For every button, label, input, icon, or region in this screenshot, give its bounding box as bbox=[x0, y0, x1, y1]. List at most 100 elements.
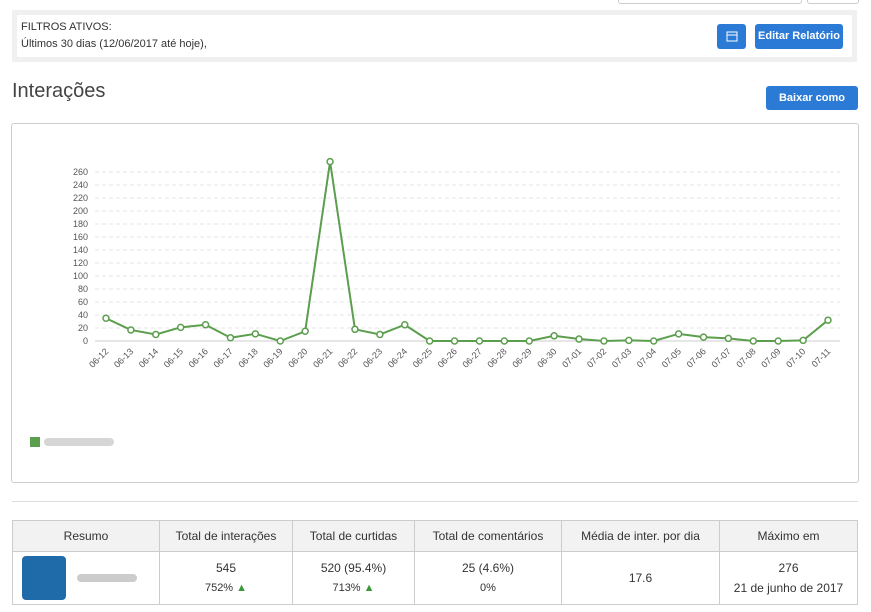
value: 276 bbox=[778, 561, 799, 575]
input[interactable] bbox=[618, 0, 802, 4]
x-tick-label: 07-03 bbox=[610, 346, 633, 369]
legend-swatch bbox=[30, 437, 40, 447]
y-tick-label: 180 bbox=[73, 219, 88, 229]
y-tick-label: 40 bbox=[78, 310, 88, 320]
x-tick-label: 06-30 bbox=[535, 346, 558, 369]
y-tick-label: 260 bbox=[73, 167, 88, 177]
cell: 25 (4.6%) 0% bbox=[414, 551, 562, 605]
x-tick-label: 07-02 bbox=[585, 346, 608, 369]
y-tick-label: 220 bbox=[73, 193, 88, 203]
x-tick-label: 06-23 bbox=[361, 346, 384, 369]
x-tick-label: 06-16 bbox=[187, 346, 210, 369]
change: 0% bbox=[480, 582, 496, 594]
y-tick-label: 140 bbox=[73, 245, 88, 255]
point bbox=[575, 335, 583, 343]
point bbox=[276, 337, 285, 345]
point bbox=[550, 332, 558, 340]
change: 752% bbox=[204, 582, 234, 594]
y-tick-label: 20 bbox=[78, 323, 88, 333]
x-tick-label: 07-01 bbox=[560, 346, 583, 369]
x-tick-label: 06-13 bbox=[112, 346, 135, 369]
point bbox=[799, 336, 807, 345]
cell bbox=[12, 551, 160, 605]
cell: 17.6 bbox=[561, 551, 720, 605]
input[interactable] bbox=[807, 0, 859, 4]
point bbox=[401, 321, 409, 329]
y-tick-label: 100 bbox=[73, 271, 88, 281]
y-tick-label: 200 bbox=[73, 206, 88, 216]
y-tick-label: 0 bbox=[83, 336, 88, 346]
calendar-button[interactable] bbox=[717, 24, 746, 49]
name-blurred bbox=[77, 574, 138, 582]
x-tick-label: 06-20 bbox=[286, 346, 309, 369]
point bbox=[500, 337, 509, 345]
calendar-icon bbox=[726, 31, 737, 42]
x-tick-label: 06-26 bbox=[436, 346, 459, 369]
header: Resumo bbox=[12, 520, 160, 552]
x-tick-label: 06-27 bbox=[461, 346, 484, 369]
header: Máximo em bbox=[719, 520, 858, 552]
x-tick-label: 07-06 bbox=[685, 346, 708, 369]
header: Média de inter. por dia bbox=[561, 520, 720, 552]
change: 713% bbox=[332, 582, 361, 594]
x-tick-label: 06-15 bbox=[162, 346, 185, 369]
x-tick-label: 06-25 bbox=[411, 346, 434, 369]
point bbox=[699, 333, 708, 341]
cell: 520 (95.4%) 713% ▲ bbox=[292, 551, 415, 605]
value: 25 (4.6%) bbox=[461, 561, 515, 575]
header: Total de curtidas bbox=[292, 520, 415, 552]
point bbox=[127, 326, 135, 334]
header: Total de comentários bbox=[414, 520, 562, 552]
point bbox=[774, 337, 782, 345]
point bbox=[326, 157, 334, 166]
up-icon: ▲ bbox=[363, 582, 375, 594]
x-tick-label: 06-18 bbox=[236, 346, 259, 369]
point bbox=[649, 337, 658, 345]
filters-text: Últimos 30 dias (12/06/2017 até hoje), bbox=[21, 38, 207, 50]
x-tick-label: 07-10 bbox=[784, 346, 807, 369]
x-tick-label: 06-14 bbox=[137, 346, 160, 369]
chart: 0 20 40 60 80 100 120 140 160 180 200 220 240 260 06-1… bbox=[30, 157, 840, 447]
x-tick-label: 06-22 bbox=[336, 346, 359, 369]
x-tick-label: 06-21 bbox=[311, 346, 334, 369]
cell: 276 21 de junho de 2017 bbox=[719, 551, 858, 605]
point bbox=[525, 337, 533, 345]
point bbox=[749, 337, 758, 345]
x-tick-label: 06-28 bbox=[485, 346, 508, 369]
divider bbox=[12, 501, 858, 502]
point bbox=[251, 330, 260, 338]
point bbox=[176, 323, 185, 332]
x-tick-label: 07-04 bbox=[635, 346, 658, 369]
value: 520 (95.4%) bbox=[320, 561, 387, 575]
point bbox=[425, 337, 434, 345]
x-tick-label: 07-09 bbox=[759, 346, 782, 369]
y-tick-label: 120 bbox=[73, 258, 88, 268]
chart-box bbox=[11, 123, 859, 483]
x-tick-label: 07-05 bbox=[660, 346, 683, 369]
cell: 545 752% ▲ bbox=[159, 551, 293, 605]
x-tick-label: 06-24 bbox=[386, 346, 409, 369]
legend-blurred bbox=[44, 438, 114, 446]
point bbox=[201, 321, 210, 329]
point bbox=[450, 337, 459, 345]
point bbox=[600, 337, 608, 345]
point bbox=[625, 336, 633, 345]
point bbox=[674, 330, 683, 338]
y-tick-label: 160 bbox=[73, 232, 88, 242]
header: Total de interações bbox=[159, 520, 293, 552]
x-tick-label: 06-29 bbox=[510, 346, 533, 369]
point bbox=[102, 314, 110, 322]
edit-button[interactable]: Editar Relatório bbox=[755, 24, 843, 49]
value: 545 bbox=[215, 561, 237, 575]
x-tick-label: 07-07 bbox=[709, 346, 732, 369]
point bbox=[351, 325, 359, 334]
point bbox=[226, 334, 235, 342]
filters-box: FILTROS ATIVOS: Últimos 30 dias (12/06/2… bbox=[12, 10, 857, 62]
filters-label: FILTROS ATIVOS: bbox=[21, 21, 112, 33]
x-tick-label: 06-12 bbox=[87, 346, 110, 369]
y-tick-label: 60 bbox=[78, 297, 88, 307]
point bbox=[475, 337, 484, 345]
x-tick-label: 07-08 bbox=[734, 346, 757, 369]
point bbox=[824, 316, 832, 324]
